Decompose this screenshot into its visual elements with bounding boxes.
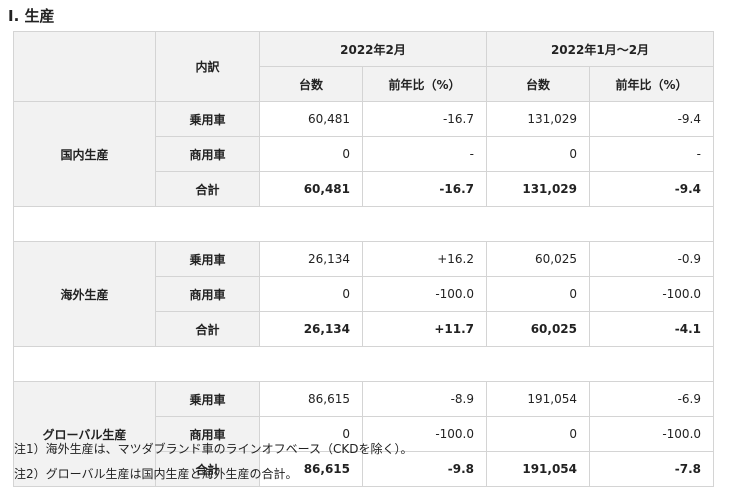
p2-units-cell: 0 [486,276,590,312]
group-label-global: グローバル生産 [13,381,156,487]
p2-yoy-cell: -7.8 [588,451,715,487]
table-row: 商用車 0 -100.0 0 -100.0 [14,276,715,312]
p2-units-cell: 0 [486,416,590,452]
p2-units-cell: 60,025 [486,241,590,277]
p1-units-cell: 0 [259,136,363,172]
row-label: 乗用車 [155,101,260,137]
row-label: 乗用車 [155,241,260,277]
separator-cell [12,346,715,382]
p1-yoy-cell: -16.7 [362,101,487,137]
p1-units-cell: 0 [259,416,363,452]
period2-units-header: 台数 [486,66,590,102]
p2-yoy-cell: -9.4 [588,171,715,207]
p2-units-cell: 0 [486,136,590,172]
p1-yoy-cell: -100.0 [362,276,487,312]
p1-units-cell: 26,134 [259,311,363,347]
p1-units-cell: 86,615 [259,381,363,417]
table-row-total: 合計 60,481 -16.7 131,029 -9.4 [14,171,715,207]
p1-units-cell: 60,481 [259,171,363,207]
p2-units-cell: 191,054 [486,381,590,417]
p2-yoy-cell: -100.0 [588,416,715,452]
period2-header: 2022年1月〜2月 [485,31,715,67]
period1-units-header: 台数 [259,66,363,102]
row-label: 合計 [155,171,260,207]
table-row: グローバル生産 乗用車 86,615 -8.9 191,054 -6.9 [13,381,715,487]
p1-yoy-cell: -16.7 [362,171,487,207]
table-row: 国内生産 乗用車 60,481 -16.7 131,029 -9.4 [13,101,715,207]
row-label: 商用車 [155,416,260,452]
period1-yoy-header: 前年比（%） [362,66,487,102]
period1-header: 2022年2月 [259,31,487,67]
p2-yoy-cell: - [588,136,715,172]
p1-units-cell: 26,134 [259,241,363,277]
p2-units-cell: 131,029 [486,171,590,207]
p1-yoy-cell: +11.7 [362,311,487,347]
group-label-domestic: 国内生産 [13,101,156,207]
footnote-2: 注2）グローバル生産は国内生産と海外生産の合計。 [14,467,298,481]
p1-units-cell: 0 [259,276,363,312]
corner-header [13,31,156,102]
production-table: 内訳 2022年2月 2022年1月〜2月 台数 前年比（%） 台数 前年比（%… [12,31,715,487]
p1-units-cell: 86,615 [259,451,363,487]
table-row: 海外生産 乗用車 26,134 +16.2 60,025 -0.9 [13,241,715,347]
period2-yoy-header: 前年比（%） [588,66,715,102]
p1-yoy-cell: -8.9 [362,381,487,417]
breakdown-header: 内訳 [155,31,260,102]
separator-cell [12,206,715,242]
p2-units-cell: 191,054 [486,451,590,487]
row-label: 合計 [155,311,260,347]
p1-yoy-cell: -9.8 [362,451,487,487]
row-label: 合計 [155,451,260,487]
table-row: 商用車 0 - 0 - [14,136,715,172]
p2-yoy-cell: -6.9 [588,381,715,417]
row-label: 商用車 [155,276,260,312]
p2-yoy-cell: -9.4 [588,101,715,137]
p1-yoy-cell: +16.2 [362,241,487,277]
p2-yoy-cell: -4.1 [588,311,715,347]
p2-yoy-cell: -0.9 [588,241,715,277]
p2-units-cell: 60,025 [486,311,590,347]
table-row: 商用車 0 -100.0 0 -100.0 [14,416,715,452]
p1-units-cell: 60,481 [259,101,363,137]
table-row-total: 合計 86,615 -9.8 191,054 -7.8 [14,451,715,487]
footnote-1: 注1）海外生産は、マツダブランド車のラインオフベース（CKDを除く）。 [14,442,413,456]
group-label-overseas: 海外生産 [13,241,156,347]
section-title: I. 生産 [8,7,55,25]
p1-yoy-cell: - [362,136,487,172]
group-separator [12,206,715,242]
row-label: 商用車 [155,136,260,172]
p2-units-cell: 131,029 [486,101,590,137]
row-label: 乗用車 [155,381,260,417]
group-separator [12,346,715,382]
p2-yoy-cell: -100.0 [588,276,715,312]
